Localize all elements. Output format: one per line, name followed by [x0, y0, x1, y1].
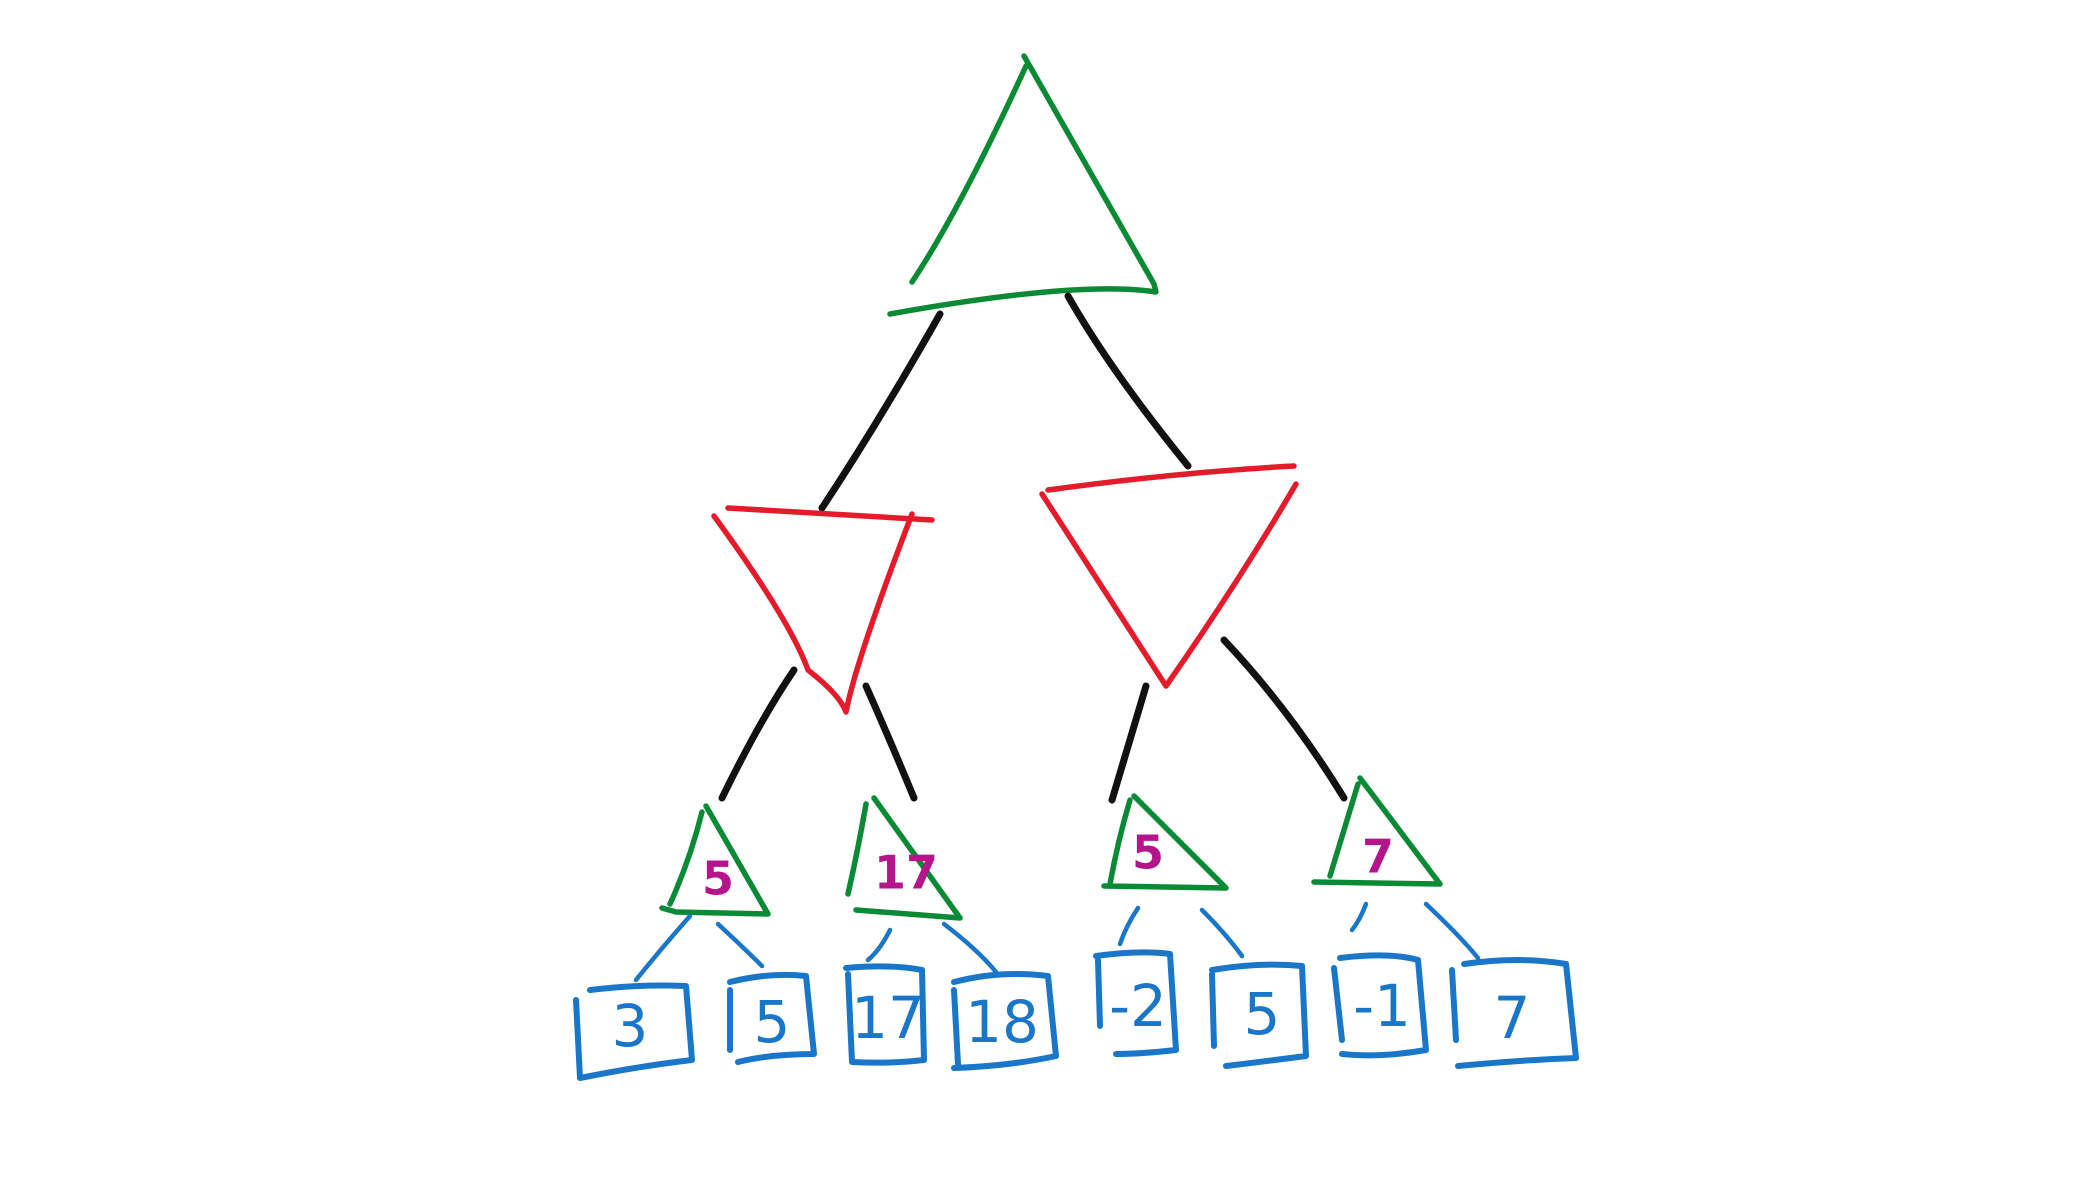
- leaf-4: 18: [951, 971, 1059, 1071]
- leaf-1-box: [573, 982, 695, 1081]
- leaf-1-value: 3: [612, 992, 649, 1060]
- leaf-3-box: [843, 963, 927, 1066]
- edge-min-right-to-max-3: [1108, 682, 1150, 804]
- leaf-8: 7: [1449, 957, 1579, 1069]
- edge-max-2-to-leaf-3: [865, 927, 893, 963]
- leaf-2: 5: [727, 971, 817, 1065]
- edge-max-4-to-leaf-7: [1349, 901, 1369, 933]
- root-max-node: [887, 53, 1159, 317]
- leaf-2-box: [727, 971, 817, 1065]
- max-node-1-shape: [659, 803, 771, 917]
- max-node-3-shape: [1101, 793, 1229, 891]
- edge-max-2-to-leaf-4: [941, 921, 999, 975]
- leaf-2-value: 5: [754, 988, 791, 1056]
- max-node-4-value: 7: [1362, 830, 1394, 884]
- max-node-2-value: 17: [874, 846, 938, 900]
- leaf-7-value: -1: [1353, 972, 1411, 1040]
- min-node-right: [1039, 463, 1299, 689]
- leaf-6-value: 5: [1244, 980, 1281, 1048]
- leaf-6-box: [1209, 961, 1309, 1069]
- max-node-4-shape: [1311, 775, 1443, 887]
- edge-min-right-to-max-4: [1220, 636, 1348, 802]
- edge-max-1-to-leaf-1: [633, 913, 693, 983]
- leaf-8-value: 7: [1494, 984, 1531, 1052]
- leaf-8-box: [1449, 957, 1579, 1069]
- leaf-3-value: 17: [851, 984, 925, 1052]
- leaf-5: -2: [1093, 949, 1179, 1057]
- leaf-4-value: 18: [965, 988, 1039, 1056]
- max-node-2-shape: [845, 795, 963, 921]
- leaf-3: 17: [843, 963, 927, 1066]
- leaf-7: -1: [1331, 952, 1429, 1059]
- max-node-2: 17: [845, 795, 963, 921]
- leaf-5-value: -2: [1109, 972, 1167, 1040]
- max-node-4: 7: [1311, 775, 1443, 887]
- edge-max-3-to-leaf-5: [1117, 905, 1141, 947]
- max-node-3: 5: [1101, 793, 1229, 891]
- max-node-1-value: 5: [702, 852, 734, 906]
- leaf-4-box: [951, 971, 1059, 1071]
- leaf-7-box: [1331, 952, 1429, 1059]
- edge-max-3-to-leaf-6: [1199, 907, 1245, 959]
- leaf-1: 3: [573, 982, 695, 1081]
- leaf-5-box: [1093, 949, 1179, 1057]
- min-node-left: [711, 505, 935, 715]
- edge-min-left-to-max-2: [862, 682, 918, 802]
- edge-min-left-to-max-1: [718, 666, 798, 802]
- edge-max-4-to-leaf-8: [1423, 901, 1481, 961]
- max-node-1: 5: [659, 803, 771, 917]
- edge-root-to-min-right: [1064, 292, 1192, 470]
- max-node-3-value: 5: [1132, 826, 1164, 880]
- edge-max-1-to-leaf-2: [715, 921, 765, 969]
- leaf-6: 5: [1209, 961, 1309, 1069]
- edge-root-to-min-left: [818, 310, 944, 512]
